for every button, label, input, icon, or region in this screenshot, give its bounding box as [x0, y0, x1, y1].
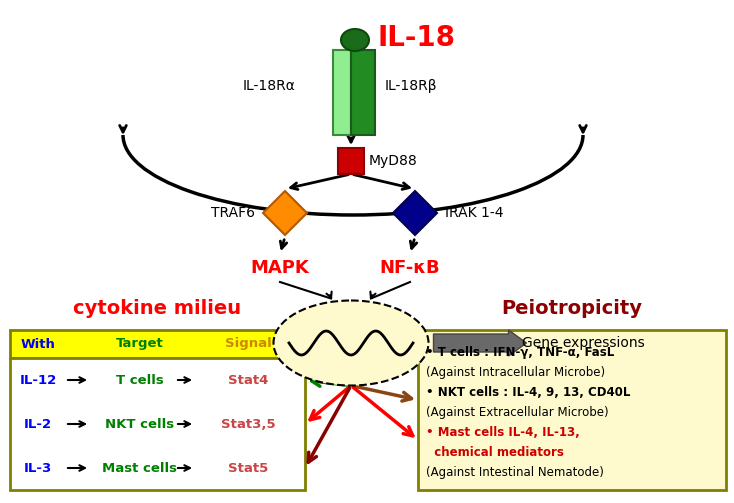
- Text: TRAF6: TRAF6: [211, 206, 255, 220]
- Text: MyD88: MyD88: [369, 154, 418, 168]
- Text: IL-12: IL-12: [19, 374, 57, 386]
- Text: NF-κB: NF-κB: [379, 259, 440, 277]
- Text: (Against Extracellular Microbe): (Against Extracellular Microbe): [426, 406, 608, 419]
- Text: • NKT cells : IL-4, 9, 13, CD40L: • NKT cells : IL-4, 9, 13, CD40L: [426, 386, 631, 399]
- Text: Peiotropicity: Peiotropicity: [501, 299, 642, 318]
- Text: Stat5: Stat5: [228, 461, 268, 474]
- Ellipse shape: [274, 300, 429, 385]
- Text: chemical mediators: chemical mediators: [426, 446, 564, 459]
- Text: • Mast cells IL-4, IL-13,: • Mast cells IL-4, IL-13,: [426, 426, 580, 439]
- Text: Stat4: Stat4: [228, 374, 268, 386]
- Text: With: With: [21, 338, 56, 351]
- Text: Stat3,5: Stat3,5: [221, 417, 275, 431]
- Text: IL-18Rβ: IL-18Rβ: [385, 79, 437, 93]
- Text: • T cells : IFN-γ, TNF-α, FasL: • T cells : IFN-γ, TNF-α, FasL: [426, 346, 614, 359]
- FancyArrow shape: [434, 330, 526, 356]
- Polygon shape: [263, 191, 307, 235]
- Text: cytokine milieu: cytokine milieu: [73, 299, 241, 318]
- Text: Gene expressions: Gene expressions: [521, 336, 644, 350]
- Text: NKT cells: NKT cells: [106, 417, 175, 431]
- Bar: [333, 50, 351, 135]
- Polygon shape: [393, 191, 437, 235]
- Text: MAPK: MAPK: [250, 259, 309, 277]
- Ellipse shape: [341, 29, 369, 51]
- Text: Target: Target: [116, 338, 164, 351]
- Text: (Against Intestinal Nematode): (Against Intestinal Nematode): [426, 466, 604, 479]
- Text: IRAK 1-4: IRAK 1-4: [445, 206, 504, 220]
- Bar: [418, 330, 726, 490]
- Text: IL-18Rα: IL-18Rα: [242, 79, 295, 93]
- Text: (Against Intracellular Microbe): (Against Intracellular Microbe): [426, 366, 605, 379]
- Bar: [351, 50, 375, 135]
- Text: IL-3: IL-3: [24, 461, 52, 474]
- Bar: [10, 330, 305, 358]
- Text: T cells: T cells: [116, 374, 164, 386]
- Bar: [10, 358, 305, 490]
- Text: IL-18: IL-18: [377, 24, 455, 52]
- Text: Mast cells: Mast cells: [103, 461, 178, 474]
- Text: Signal: Signal: [225, 338, 272, 351]
- Bar: [338, 148, 364, 174]
- Text: IL-2: IL-2: [24, 417, 52, 431]
